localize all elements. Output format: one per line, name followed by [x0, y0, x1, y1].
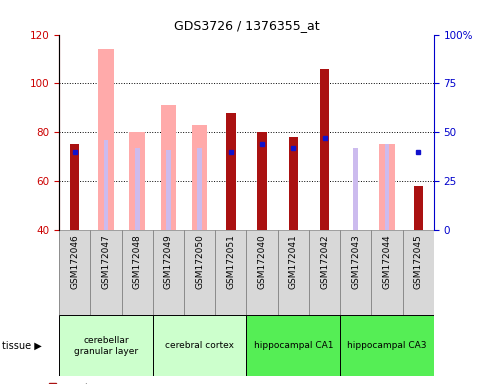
- Text: GSM172040: GSM172040: [258, 234, 267, 289]
- Bar: [414, 186, 423, 230]
- Bar: [371, 230, 403, 315]
- Bar: [135, 148, 140, 230]
- Text: hippocampal CA3: hippocampal CA3: [347, 341, 427, 350]
- Bar: [192, 125, 208, 230]
- Text: GSM172050: GSM172050: [195, 234, 204, 289]
- Bar: [184, 230, 215, 315]
- Bar: [257, 132, 267, 230]
- Bar: [226, 113, 236, 230]
- Bar: [59, 230, 90, 315]
- Bar: [309, 230, 340, 315]
- Bar: [153, 315, 246, 376]
- Bar: [122, 230, 153, 315]
- Bar: [215, 230, 246, 315]
- Bar: [278, 230, 309, 315]
- Bar: [403, 230, 434, 315]
- Bar: [246, 315, 340, 376]
- Bar: [98, 49, 114, 230]
- Text: GSM172043: GSM172043: [352, 234, 360, 289]
- Text: tissue ▶: tissue ▶: [2, 341, 42, 351]
- Text: GSM172049: GSM172049: [164, 234, 173, 289]
- Text: GSM172047: GSM172047: [102, 234, 110, 289]
- Text: GSM172041: GSM172041: [289, 234, 298, 289]
- Text: hippocampal CA1: hippocampal CA1: [253, 341, 333, 350]
- Bar: [246, 230, 278, 315]
- Bar: [379, 144, 395, 230]
- Bar: [129, 132, 145, 230]
- Bar: [70, 144, 79, 230]
- Text: GSM172045: GSM172045: [414, 234, 423, 289]
- Bar: [104, 140, 108, 230]
- Bar: [340, 315, 434, 376]
- Text: GSM172042: GSM172042: [320, 234, 329, 289]
- Bar: [353, 148, 358, 230]
- Bar: [90, 230, 122, 315]
- Bar: [320, 69, 329, 230]
- Bar: [161, 105, 176, 230]
- Bar: [153, 230, 184, 315]
- Text: GSM172044: GSM172044: [383, 234, 391, 289]
- Text: GSM172046: GSM172046: [70, 234, 79, 289]
- Bar: [166, 150, 171, 230]
- Bar: [385, 144, 389, 230]
- Legend: count, percentile rank within the sample, value, Detection Call = ABSENT, rank, : count, percentile rank within the sample…: [49, 383, 216, 384]
- Text: GSM172051: GSM172051: [226, 234, 235, 289]
- Bar: [340, 230, 371, 315]
- Text: GSM172048: GSM172048: [133, 234, 141, 289]
- Bar: [197, 148, 202, 230]
- Text: cerebral cortex: cerebral cortex: [165, 341, 234, 350]
- Bar: [288, 137, 298, 230]
- Text: cerebellar
granular layer: cerebellar granular layer: [74, 336, 138, 356]
- Bar: [59, 315, 153, 376]
- Title: GDS3726 / 1376355_at: GDS3726 / 1376355_at: [174, 19, 319, 32]
